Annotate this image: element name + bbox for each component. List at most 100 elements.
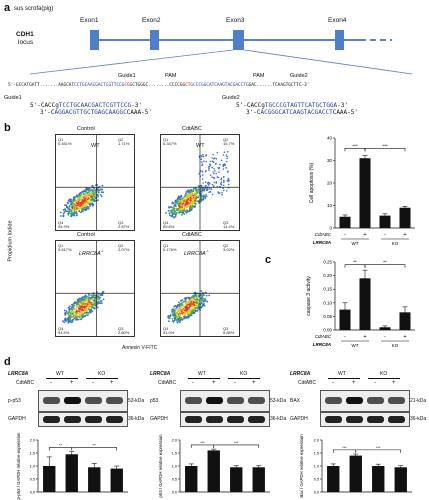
flow-dot	[88, 304, 91, 307]
flow-dot	[177, 196, 180, 198]
y-tick-label: 1.5	[172, 452, 177, 456]
pam1-label: PAM	[165, 73, 177, 79]
flow-dot	[67, 208, 70, 211]
flow-dot	[83, 199, 85, 202]
flow-dot	[64, 312, 66, 315]
seq-pam-1: CGG	[124, 83, 133, 88]
flow-dot	[81, 296, 84, 299]
bar	[399, 312, 411, 330]
quadrant-label: Q1 0.347%	[163, 137, 177, 146]
exon1-box	[90, 30, 99, 50]
flow-dot	[193, 187, 195, 190]
flow-dot	[184, 206, 186, 209]
flow-dot	[86, 309, 88, 312]
flow-sample-tag: LRRC8A-/-	[184, 249, 210, 257]
flow-dot	[94, 197, 97, 200]
flow-dot	[102, 290, 105, 293]
flow-dot	[177, 320, 180, 323]
blot-sign: +	[110, 380, 114, 386]
flow-dot	[184, 199, 187, 201]
blot-target-kda: 53-kDa	[270, 398, 287, 404]
significance-bracket	[364, 264, 406, 268]
flow-dot	[211, 176, 213, 178]
bar	[339, 216, 351, 228]
flow-dot	[74, 319, 77, 321]
flow-dot	[179, 206, 181, 208]
flow-dot	[197, 306, 200, 309]
guide1-top-label: Guide1	[118, 73, 136, 79]
blot-ctrl-kda: 36-kDa	[410, 416, 427, 422]
band	[325, 416, 342, 423]
group-label: KO	[392, 343, 399, 348]
flow-dot	[175, 213, 177, 216]
flow-dot	[220, 184, 223, 186]
flow-dot	[74, 199, 77, 201]
bar	[327, 466, 340, 492]
flow-dot	[196, 200, 198, 203]
flow-dot	[185, 317, 188, 319]
bar	[394, 467, 407, 492]
flow-dot	[79, 312, 82, 315]
flow-dot	[98, 189, 101, 191]
flow-dot	[183, 200, 185, 203]
band	[367, 416, 384, 423]
flow-dot	[70, 198, 72, 201]
flow-dot	[80, 318, 83, 320]
y-tick-label: 0.25	[323, 260, 332, 265]
flow-dot	[180, 316, 183, 319]
flow-dot	[176, 320, 178, 322]
quadrant-label: Q2 1.71%	[118, 137, 130, 146]
flow-dot	[193, 295, 195, 297]
bar	[379, 327, 391, 330]
flow-dot	[209, 174, 212, 176]
flow-dot	[187, 301, 189, 304]
y-tick-label: 0.10	[323, 300, 332, 305]
flow-dot	[191, 197, 193, 199]
guide2-side-label: Guide2	[222, 95, 240, 101]
blot-sign: +	[392, 380, 396, 386]
flow-dot	[97, 199, 99, 201]
flow-dot	[83, 312, 86, 314]
flow-dot	[223, 151, 226, 153]
flow-dot	[182, 212, 184, 214]
flow-dot	[72, 200, 75, 202]
flow-dot	[178, 309, 181, 312]
flow-dot	[174, 309, 177, 311]
bar	[110, 468, 123, 492]
flow-dot	[216, 151, 219, 154]
flow-dot	[72, 318, 74, 321]
flow-dot	[228, 179, 230, 182]
flow-dot	[87, 206, 90, 209]
flow-dot	[202, 182, 204, 184]
flow-dot	[172, 320, 175, 323]
flow-dot	[211, 193, 214, 196]
flow-dot	[69, 305, 71, 308]
flow-dot	[68, 317, 71, 320]
flow-dot	[213, 158, 215, 160]
flow-dot	[71, 304, 74, 306]
flow-dot	[70, 201, 72, 204]
flow-dot	[195, 294, 198, 297]
flow-dot	[91, 193, 93, 196]
flow-dot	[90, 294, 93, 297]
flow-dot	[220, 159, 223, 162]
cdtabc-sign: -	[384, 232, 386, 238]
band	[106, 416, 123, 423]
group-row-label: LRRC8A	[313, 342, 331, 347]
flow-dot	[62, 215, 65, 218]
blot-target-label: p53	[150, 398, 159, 404]
flow-dot	[70, 214, 73, 217]
blot-target-kda: 21-kDa	[410, 398, 427, 404]
flow-dot	[190, 301, 193, 303]
flow-dot	[73, 212, 76, 214]
y-tick-label: 1.5	[30, 452, 35, 456]
quadrant-label: Q3 5.85%	[223, 326, 235, 335]
quadrant-label: Q1 0.451%	[58, 137, 72, 146]
flow-plot: Q1 0.617% Q2 2.07% Q4 94.5% Q3 2.80% LRRC8A-/-	[55, 240, 135, 337]
y-tick-label: 1.0	[314, 465, 319, 469]
flow-dot	[69, 209, 72, 212]
flow-dot	[223, 179, 225, 182]
band	[64, 416, 81, 423]
flow-dot	[217, 176, 220, 179]
flow-dot	[185, 309, 187, 311]
